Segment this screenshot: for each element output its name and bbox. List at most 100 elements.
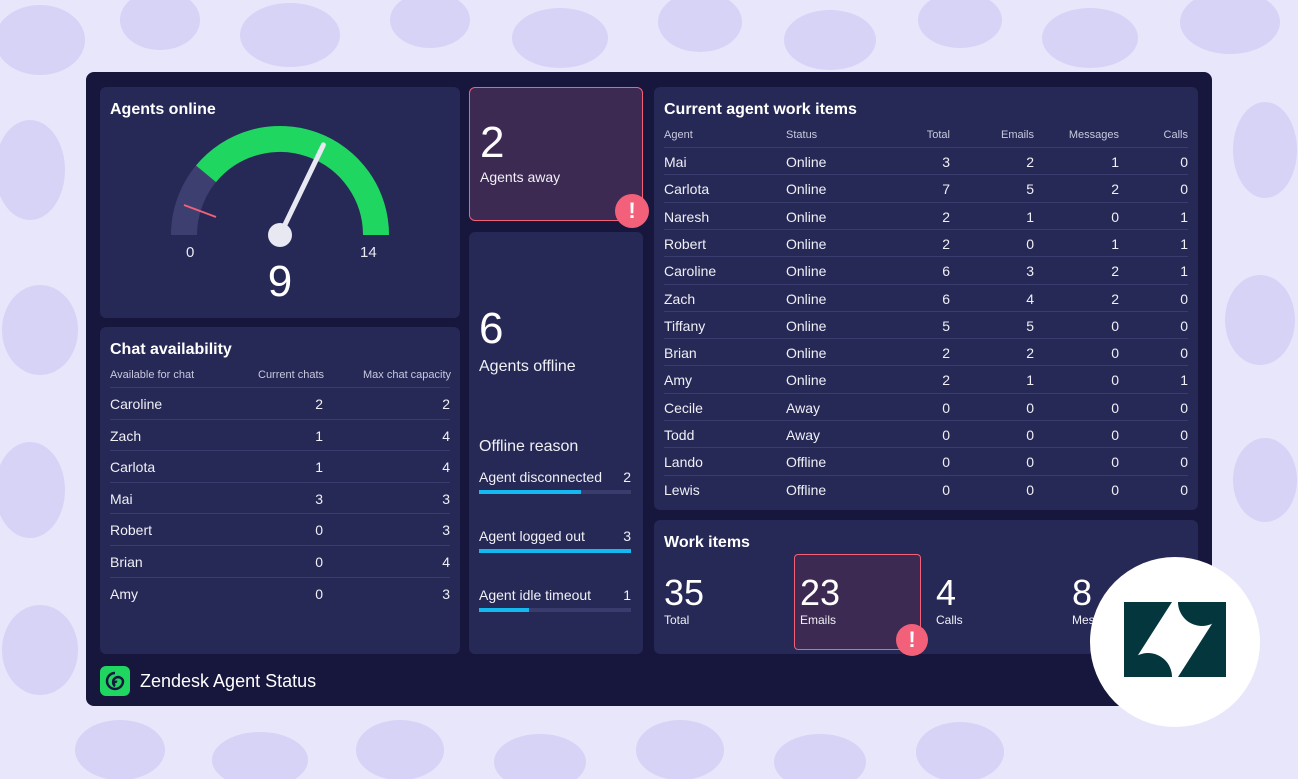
wi-total: 6 <box>942 263 950 280</box>
wi-messages: 0 <box>1111 345 1119 362</box>
offline-reason-count: 3 <box>623 528 631 544</box>
wi-agent: Zach <box>664 290 696 307</box>
wi-total: 3 <box>942 154 950 170</box>
offline-reason-bar-track <box>479 549 631 553</box>
offline-reason-bar-track <box>479 490 631 494</box>
offline-reason-title: Offline reason <box>479 438 579 455</box>
chat-row: Zach 1 4 <box>110 418 450 451</box>
chat-availability-panel: Chat availability Available for chat Cur… <box>100 327 460 654</box>
table-row: Lewis Offline 0 0 0 0 <box>664 474 1188 503</box>
wi-col-agent: Agent <box>664 129 693 141</box>
wi-messages: 1 <box>1111 235 1119 252</box>
chat-current-chats: 0 <box>315 554 323 570</box>
total-label: Total <box>664 613 690 627</box>
wi-status: Online <box>786 345 827 362</box>
offline-reason-bar-fill <box>479 549 631 553</box>
wi-agent: Caroline <box>664 263 717 280</box>
agents-offline-panel: 6 Agents offline Offline reason Agent di… <box>469 232 643 654</box>
chat-current-chats: 0 <box>315 522 323 539</box>
chat-current-chats: 0 <box>315 585 323 602</box>
chat-row: Carlota 1 4 <box>110 450 450 482</box>
gauge-max-label: 14 <box>360 244 377 261</box>
chat-agent-name: Carlota <box>110 459 156 476</box>
chat-agent-name: Mai <box>110 490 133 507</box>
wi-emails: 0 <box>1026 399 1034 416</box>
wi-messages: 0 <box>1111 427 1119 443</box>
offline-reason-bar-fill <box>479 608 530 612</box>
wi-messages: 2 <box>1111 181 1119 198</box>
offline-reason-label: Agent disconnected <box>479 469 602 485</box>
emails-value: 23 <box>800 572 841 613</box>
wi-agent: Lewis <box>664 481 700 498</box>
total-value: 35 <box>664 572 705 613</box>
wi-status: Online <box>786 290 827 307</box>
wi-calls: 0 <box>1180 154 1188 170</box>
wi-calls: 0 <box>1180 345 1188 362</box>
table-row: Lando Offline 0 0 0 0 <box>664 447 1188 475</box>
current-work-items-panel: Current agent work items Agent Status To… <box>654 87 1198 510</box>
wi-messages: 1 <box>1111 154 1119 170</box>
wi-agent: Tiffany <box>664 317 706 334</box>
wi-agent: Lando <box>664 454 703 471</box>
agents-online-panel: Agents online 0 14 9 <box>100 87 460 318</box>
wi-col-messages: Messages <box>1068 129 1119 141</box>
chat-agent-name: Amy <box>110 585 138 602</box>
messages-label: Mes <box>1072 613 1095 627</box>
wi-total: 2 <box>942 208 950 225</box>
work-items-title: Work items <box>664 534 750 551</box>
chat-row: Amy 0 3 <box>110 576 450 609</box>
table-row: Amy Online 2 1 0 1 <box>664 365 1188 393</box>
wi-emails: 3 <box>1026 263 1034 280</box>
wi-agent: Carlota <box>664 181 710 198</box>
offline-reason-label: Agent logged out <box>479 528 585 544</box>
offline-reason-label: Agent idle timeout <box>479 587 592 603</box>
offline-reason-count: 1 <box>623 587 631 603</box>
chat-availability-title: Chat availability <box>110 341 232 358</box>
wi-status: Online <box>786 181 827 198</box>
wi-status: Away <box>786 399 820 416</box>
chat-agent-name: Zach <box>110 427 142 444</box>
wi-status: Away <box>786 427 820 443</box>
offline-reason-bar-track <box>479 608 631 612</box>
gauge-needle <box>277 142 326 238</box>
table-row: Brian Online 2 2 0 0 <box>664 338 1188 366</box>
wi-col-emails: Emails <box>1000 129 1034 141</box>
agents-offline-value: 6 <box>479 304 504 353</box>
chat-current-chats: 1 <box>315 459 323 476</box>
brand-name: Zendesk Agent Status <box>140 671 317 691</box>
agents-away-value: 2 <box>480 118 505 167</box>
dashboard: Agents online 0 14 9 Chat availability A… <box>86 72 1212 706</box>
wi-total: 2 <box>942 372 950 389</box>
chat-agent-name: Caroline <box>110 396 163 412</box>
wi-calls: 1 <box>1180 372 1188 389</box>
wi-agent: Robert <box>664 235 707 252</box>
messages-value: 8 <box>1072 572 1093 613</box>
table-row: Robert Online 2 0 1 1 <box>664 228 1188 257</box>
wi-messages: 0 <box>1111 208 1119 225</box>
chat-max-capacity: 3 <box>442 522 450 539</box>
wi-calls: 0 <box>1180 481 1188 498</box>
table-row: Carlota Online 7 5 2 0 <box>664 174 1188 202</box>
offline-reason-bar-fill <box>479 490 581 494</box>
wi-status: Online <box>786 317 827 334</box>
agents-away-alert-icon: ! <box>615 194 649 228</box>
emails-label: Emails <box>800 613 837 627</box>
zendesk-logo-badge <box>1090 557 1260 727</box>
wi-calls: 1 <box>1180 235 1188 252</box>
table-row: Caroline Online 6 3 2 1 <box>664 256 1188 284</box>
chat-current-chats: 1 <box>315 427 323 444</box>
wi-messages: 0 <box>1111 317 1119 334</box>
wi-status: Online <box>786 235 827 252</box>
current-work-items-title: Current agent work items <box>664 101 857 118</box>
offline-reason-count: 2 <box>623 469 631 485</box>
calls-label: Calls <box>936 613 963 627</box>
chat-max-capacity: 3 <box>442 585 450 602</box>
wi-total: 5 <box>942 317 950 334</box>
agents-away-panel: 2 Agents away <box>469 87 643 221</box>
wi-emails: 2 <box>1026 345 1034 362</box>
wi-agent: Mai <box>664 154 687 170</box>
gauge-min-label: 0 <box>186 244 195 261</box>
wi-messages: 0 <box>1111 399 1119 416</box>
wi-calls: 0 <box>1180 399 1188 416</box>
